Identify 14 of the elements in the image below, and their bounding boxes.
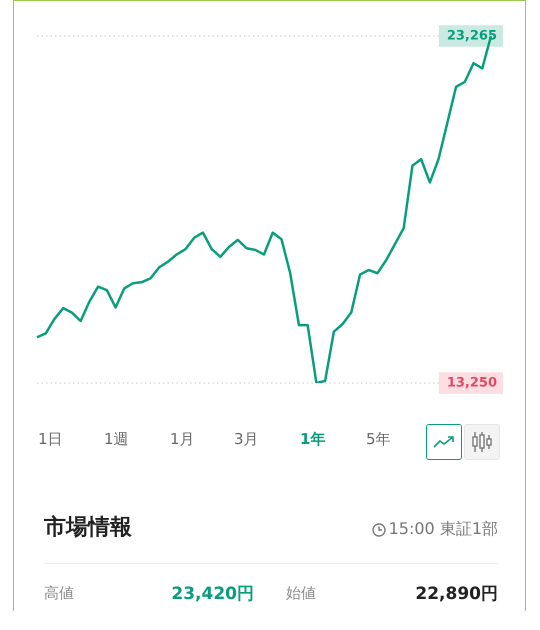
text: 市場情報	[44, 514, 132, 542]
text: 15:00 東証1部	[388, 519, 498, 540]
text: 1日	[38, 430, 63, 449]
text: 1月	[170, 430, 195, 449]
y-tick-label: 13,250	[446, 375, 497, 390]
text: 23,420円	[171, 583, 254, 605]
text: 1年	[300, 430, 326, 449]
y-tick-label: 23,265	[446, 28, 497, 44]
text: 5年	[366, 430, 391, 449]
text: 1週	[104, 430, 129, 449]
text: 22,890円	[415, 583, 498, 605]
text: 高値	[44, 584, 74, 603]
text: 3月	[234, 430, 259, 449]
text: 始値	[286, 584, 316, 603]
